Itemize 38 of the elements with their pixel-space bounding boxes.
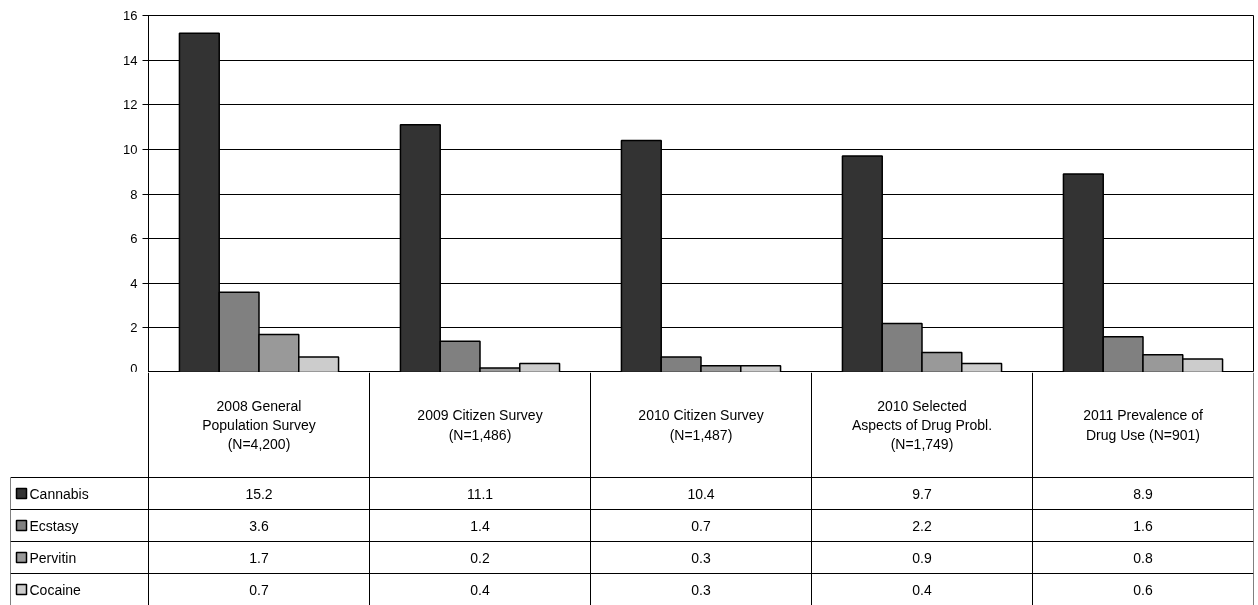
x-tick-label: 2010 Selected Aspects of Drug Probl. (N=1,749) xyxy=(851,397,993,453)
data-label: 1.7 xyxy=(249,549,269,566)
data-label: 1.6 xyxy=(1133,517,1153,534)
data-label: 0.8 xyxy=(1133,549,1153,566)
data-label: 0.4 xyxy=(912,581,932,598)
data-label: 0.7 xyxy=(249,581,269,598)
data-label: 2.2 xyxy=(912,517,932,534)
y-tick-label: 12 xyxy=(123,97,138,113)
data-label: 9.7 xyxy=(912,485,932,502)
data-label: 1.4 xyxy=(470,517,490,534)
y-tick-label: 8 xyxy=(130,186,138,202)
y-tick-label: 2 xyxy=(130,320,138,336)
data-label: 8.9 xyxy=(1133,485,1153,502)
legend-label: Pervitin xyxy=(29,549,77,566)
x-tick-label: 2010 Citizen Survey (N=1,487) xyxy=(638,407,764,443)
data-label: 0.3 xyxy=(691,549,711,566)
data-label: 0.7 xyxy=(691,517,711,534)
y-tick-label: 16 xyxy=(123,8,138,23)
x-tick-label: 2008 General Population Survey (N=4,200) xyxy=(202,397,316,453)
data-label: 11.1 xyxy=(466,485,494,502)
y-tick-label: 0 xyxy=(130,360,138,376)
y-tick-label: 4 xyxy=(130,275,138,291)
data-label: 0.9 xyxy=(912,549,932,566)
data-label: 0.4 xyxy=(470,581,490,598)
data-label: 0.2 xyxy=(470,549,490,566)
legend-label: Cocaine xyxy=(29,581,82,598)
data-label: 3.6 xyxy=(249,517,269,534)
x-tick-label: 2009 Citizen Survey (N=1,486) xyxy=(417,407,543,443)
y-tick-label: 10 xyxy=(123,141,138,157)
legend-label: Ecstasy xyxy=(29,517,79,534)
y-tick-label: 14 xyxy=(123,52,138,68)
data-label: 0.6 xyxy=(1133,581,1153,598)
y-tick-label: 6 xyxy=(130,231,138,247)
data-label: 10.4 xyxy=(687,485,715,502)
data-label: 15.2 xyxy=(245,485,273,502)
x-tick-label: 2011 Prevalence of Drug Use (N=901) xyxy=(1083,407,1203,443)
data-label: 0.3 xyxy=(691,581,711,598)
legend-label: Cannabis xyxy=(29,485,89,502)
